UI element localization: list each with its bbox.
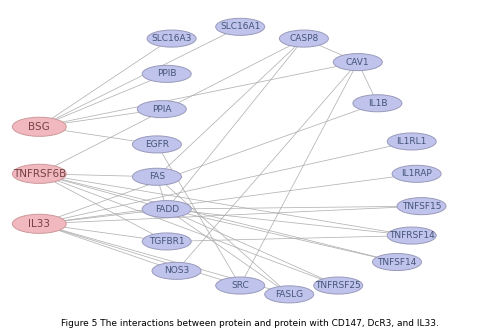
Text: SLC16A3: SLC16A3 [152,34,192,43]
Ellipse shape [216,277,264,294]
Text: BSG: BSG [28,122,50,132]
Ellipse shape [142,233,191,250]
Text: TNFRSF25: TNFRSF25 [316,281,361,290]
Ellipse shape [372,253,422,271]
Ellipse shape [280,30,328,47]
Text: TNFRSF6B: TNFRSF6B [12,169,66,179]
Ellipse shape [138,101,186,118]
Text: SLC16A1: SLC16A1 [220,22,260,31]
Ellipse shape [314,277,362,294]
Ellipse shape [216,18,264,35]
Text: FASLG: FASLG [275,290,304,299]
Text: NOS3: NOS3 [164,266,189,275]
Ellipse shape [392,165,441,182]
Text: IL1B: IL1B [368,99,387,108]
Text: IL1RL1: IL1RL1 [396,137,427,146]
Text: CASP8: CASP8 [290,34,318,43]
Text: PPIB: PPIB [157,69,176,78]
Text: FADD: FADD [154,205,179,214]
Text: FAS: FAS [149,172,165,181]
Text: TNFRSF14: TNFRSF14 [389,231,434,240]
Ellipse shape [142,65,191,82]
Ellipse shape [387,133,436,150]
Ellipse shape [152,262,201,280]
Ellipse shape [12,214,66,233]
Text: IL1RAP: IL1RAP [401,169,432,178]
Text: TGFBR1: TGFBR1 [149,237,184,246]
Ellipse shape [264,286,314,303]
Text: TNFSF14: TNFSF14 [378,257,416,267]
Text: CAV1: CAV1 [346,58,370,67]
Ellipse shape [397,198,446,215]
Text: SRC: SRC [232,281,249,290]
Ellipse shape [334,53,382,71]
Ellipse shape [147,30,196,47]
Ellipse shape [353,95,402,112]
Ellipse shape [132,136,182,153]
Text: Figure 5 The interactions between protein and protein with CD147, DcR3, and IL33: Figure 5 The interactions between protei… [61,319,439,328]
Text: EGFR: EGFR [145,140,169,149]
Ellipse shape [12,164,66,183]
Text: TNFSF15: TNFSF15 [402,202,442,211]
Ellipse shape [12,117,66,136]
Ellipse shape [142,201,191,217]
Text: PPIA: PPIA [152,105,172,114]
Text: IL33: IL33 [28,219,50,229]
Ellipse shape [387,227,436,244]
Ellipse shape [132,168,182,185]
